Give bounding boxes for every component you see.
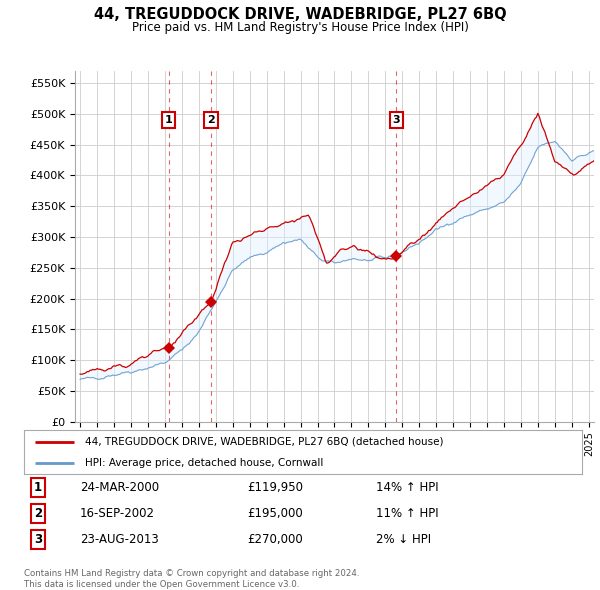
Text: £270,000: £270,000 xyxy=(247,533,303,546)
Text: 14% ↑ HPI: 14% ↑ HPI xyxy=(376,481,438,494)
Text: 3: 3 xyxy=(34,533,42,546)
Text: 2% ↓ HPI: 2% ↓ HPI xyxy=(376,533,431,546)
Text: 2: 2 xyxy=(207,115,215,125)
Text: 1: 1 xyxy=(34,481,42,494)
Text: 11% ↑ HPI: 11% ↑ HPI xyxy=(376,507,438,520)
Text: 1: 1 xyxy=(165,115,173,125)
Text: 44, TREGUDDOCK DRIVE, WADEBRIDGE, PL27 6BQ: 44, TREGUDDOCK DRIVE, WADEBRIDGE, PL27 6… xyxy=(94,7,506,22)
Text: Contains HM Land Registry data © Crown copyright and database right 2024.
This d: Contains HM Land Registry data © Crown c… xyxy=(24,569,359,589)
Text: 44, TREGUDDOCK DRIVE, WADEBRIDGE, PL27 6BQ (detached house): 44, TREGUDDOCK DRIVE, WADEBRIDGE, PL27 6… xyxy=(85,437,444,447)
Text: £119,950: £119,950 xyxy=(247,481,303,494)
Text: 3: 3 xyxy=(392,115,400,125)
Text: Price paid vs. HM Land Registry's House Price Index (HPI): Price paid vs. HM Land Registry's House … xyxy=(131,21,469,34)
Text: 23-AUG-2013: 23-AUG-2013 xyxy=(80,533,158,546)
Text: 2: 2 xyxy=(34,507,42,520)
Text: 16-SEP-2002: 16-SEP-2002 xyxy=(80,507,155,520)
Text: HPI: Average price, detached house, Cornwall: HPI: Average price, detached house, Corn… xyxy=(85,458,324,468)
Text: 24-MAR-2000: 24-MAR-2000 xyxy=(80,481,159,494)
Text: £195,000: £195,000 xyxy=(247,507,303,520)
